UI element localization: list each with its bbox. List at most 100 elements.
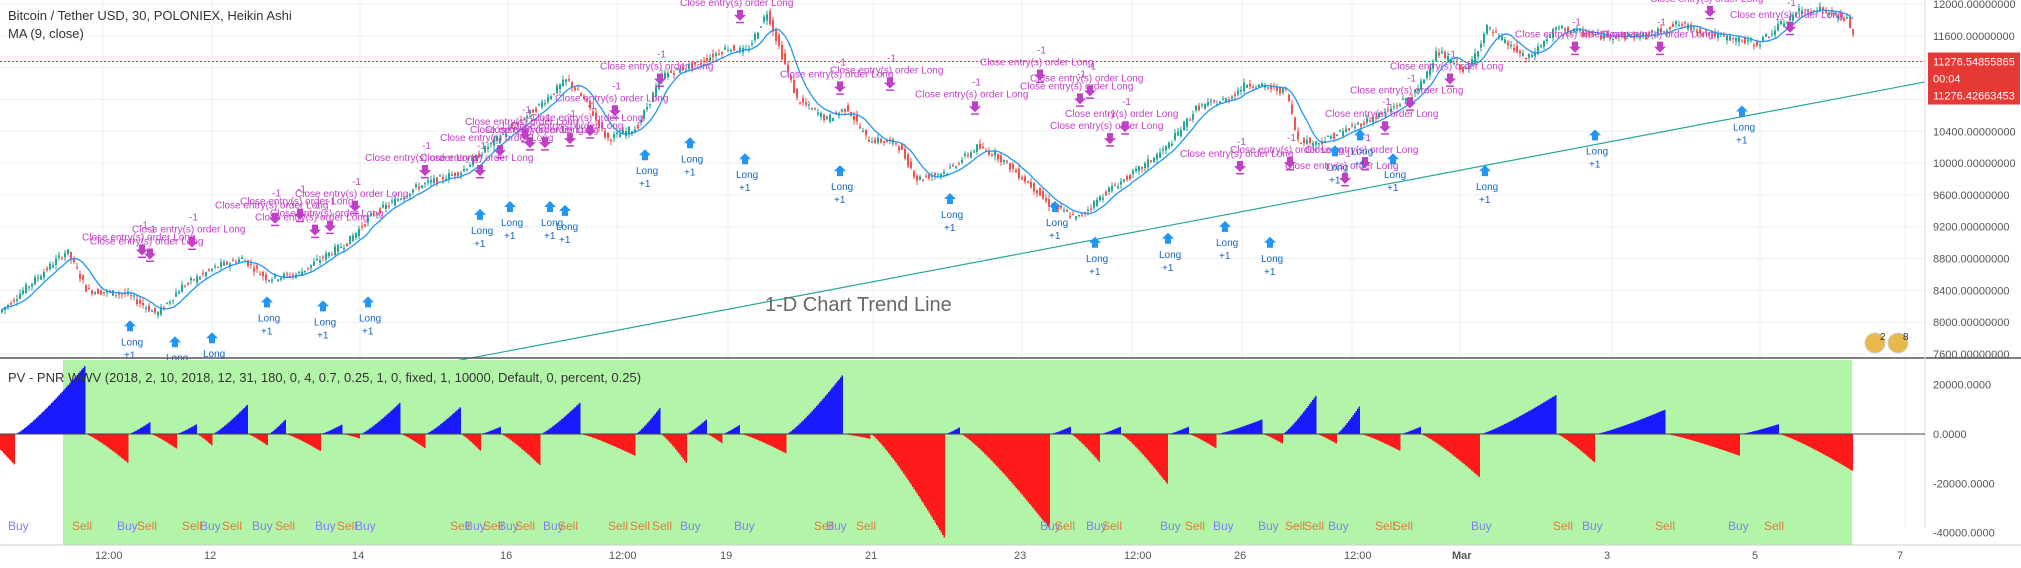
histogram-bar [387,413,389,434]
histogram-bar [1492,429,1494,434]
histogram-bar [814,407,816,434]
histogram-bar [654,413,656,434]
histogram-bar [663,434,665,437]
histogram-bar [141,427,143,434]
histogram-bar [1472,434,1474,472]
buy-signal: Buy [1040,519,1061,533]
candle [409,193,411,197]
candle [1249,83,1251,87]
histogram-bar [333,428,335,434]
histogram-bar [1062,429,1064,434]
histogram-bar [1749,432,1751,434]
histogram-bar [1,434,3,452]
histogram-bar [1553,396,1555,434]
candle [115,294,117,296]
candle [1396,105,1398,107]
candle [103,291,105,294]
candle [1777,23,1779,31]
histogram-bar [1382,434,1384,443]
candle [22,290,24,294]
histogram-bar [1531,409,1533,434]
candle [547,96,549,102]
histogram-bar [1844,434,1846,467]
candle [319,260,321,263]
plus-one-label: +1 [834,195,846,206]
histogram-bar [619,434,621,449]
candle [304,270,306,272]
histogram-bar [1088,434,1090,451]
candle [1120,181,1122,185]
price-tick: 12000.00000000 [1933,0,2016,11]
histogram-bar [629,434,631,454]
histogram-bar [1252,422,1254,434]
histogram-bar [1534,407,1536,434]
long-label: Long [359,313,381,324]
candle [175,292,177,297]
histogram-bar [919,434,921,499]
histogram-bar [57,396,59,434]
histogram-bar [1602,432,1604,434]
histogram-bar [82,367,84,434]
histogram-bar [466,434,468,439]
histogram-bar [375,424,377,434]
histogram-bar [3,434,5,454]
candle [907,154,909,167]
histogram-bar [1354,413,1356,434]
histogram-bar [1381,434,1383,442]
up-arrow-icon [1089,236,1101,248]
histogram-bar [589,434,591,437]
candle [1207,101,1209,106]
close-order-label: Close entry(s) order Long [1730,10,1843,21]
histogram-bar [1689,434,1691,440]
histogram-bar [94,434,96,439]
down-arrow-icon [1444,73,1456,85]
histogram-bar [421,434,423,447]
histogram-bar [1474,434,1476,474]
sell-signal: Sell [450,519,470,533]
buy-signal: Buy [200,519,221,533]
down-arrow-icon [1119,121,1131,133]
histogram-bar [1232,429,1234,434]
histogram-bar [1771,426,1773,434]
histogram-bar [1089,434,1091,452]
histogram-bar [1406,432,1408,434]
histogram-bar [1213,434,1215,448]
histogram-bar [1135,434,1137,447]
histogram-bar [250,434,252,436]
histogram-bar [399,402,401,434]
histogram-bar [1238,427,1240,434]
histogram-bar [349,434,351,436]
candle [817,112,819,115]
histogram-bar [1526,412,1528,434]
time-tick: 23 [1014,550,1026,562]
histogram-bar [695,428,697,434]
histogram-bar [1412,429,1414,434]
close-order-label: Close entry(s) order Long [1650,0,1763,5]
histogram-bar [857,434,859,437]
histogram-bar [1794,434,1796,441]
histogram-bar [1162,434,1164,479]
candle [1711,33,1713,36]
histogram-bar [28,424,30,434]
minus-one-label: -1 [1087,61,1096,72]
histogram-bar [519,434,521,448]
histogram-bar [994,434,996,465]
minus-one-label: -1 [497,121,506,132]
histogram-bar [1106,432,1108,434]
candle [1075,216,1077,219]
histogram-bar [100,434,102,443]
histogram-bar [1555,395,1557,434]
candle [448,173,450,180]
histogram-bar [967,434,969,439]
histogram-bar [892,434,894,460]
histogram-bar [194,425,196,434]
histogram-bar [681,434,683,457]
histogram-bar [1272,434,1274,439]
histogram-bar [584,434,586,436]
histogram-bar [1552,397,1554,434]
histogram-bar [188,428,190,434]
candle [343,247,345,250]
order-bar [271,224,279,227]
histogram-bar [1204,434,1206,442]
